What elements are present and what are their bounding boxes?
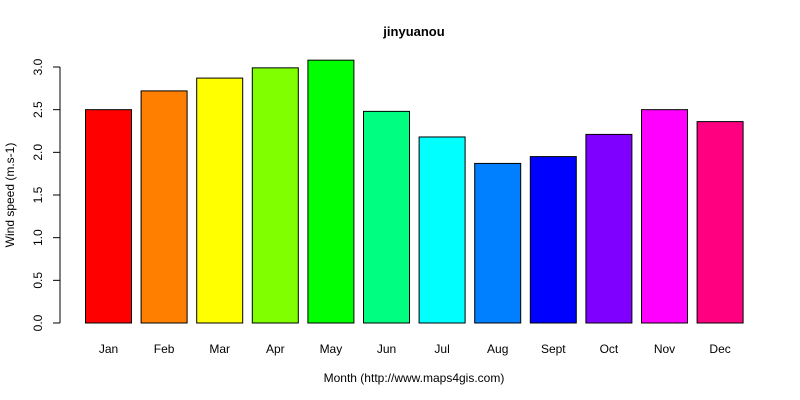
bars-group — [85, 59, 744, 324]
x-tick-label: Dec — [709, 342, 730, 356]
bar-sept — [529, 156, 577, 324]
bar-jun — [363, 110, 410, 324]
bar-apr — [251, 67, 299, 324]
y-tick-label: 3.0 — [31, 58, 45, 75]
x-tick-label: Feb — [154, 342, 175, 356]
bar-mar — [196, 77, 244, 324]
chart-title: jinyuanou — [382, 24, 444, 39]
y-tick-label: 0.0 — [31, 314, 45, 331]
y-tick-label: 1.0 — [31, 229, 45, 246]
y-tick-label: 2.5 — [31, 101, 45, 118]
x-tick-label: Sept — [541, 342, 566, 356]
x-tick-label: Jun — [377, 342, 396, 356]
bar-oct — [585, 133, 633, 324]
x-tick-label: Jul — [434, 342, 449, 356]
y-tick-label: 0.5 — [31, 272, 45, 289]
x-tick-label: Aug — [487, 342, 508, 356]
x-tick-label: Apr — [266, 342, 285, 356]
y-tick-label: 1.5 — [31, 186, 45, 203]
bar-jan — [85, 109, 132, 324]
y-tick-label: 2.0 — [31, 144, 45, 161]
bar-dec — [696, 121, 744, 324]
y-axis-ticks: 0.0 0.5 1.0 1.5 2.0 2.5 3.0 — [31, 58, 60, 331]
bar-jul — [418, 136, 466, 324]
x-axis-title: Month (http://www.maps4gis.com) — [324, 371, 505, 385]
x-tick-label: Nov — [654, 342, 675, 356]
bar-nov — [641, 109, 688, 324]
x-tick-label: Mar — [209, 342, 230, 356]
x-tick-label: May — [320, 342, 343, 356]
x-axis-labels: Jan Feb Mar Apr May Jun Jul Aug Sept Oct Nov Dec — [99, 342, 731, 356]
y-axis-title: Wind speed (m.s-1) — [3, 143, 17, 248]
x-tick-label: Jan — [99, 342, 118, 356]
bar-aug — [474, 162, 522, 324]
x-tick-label: Oct — [600, 342, 619, 356]
bar-may — [307, 59, 355, 324]
bar-feb — [140, 90, 188, 324]
